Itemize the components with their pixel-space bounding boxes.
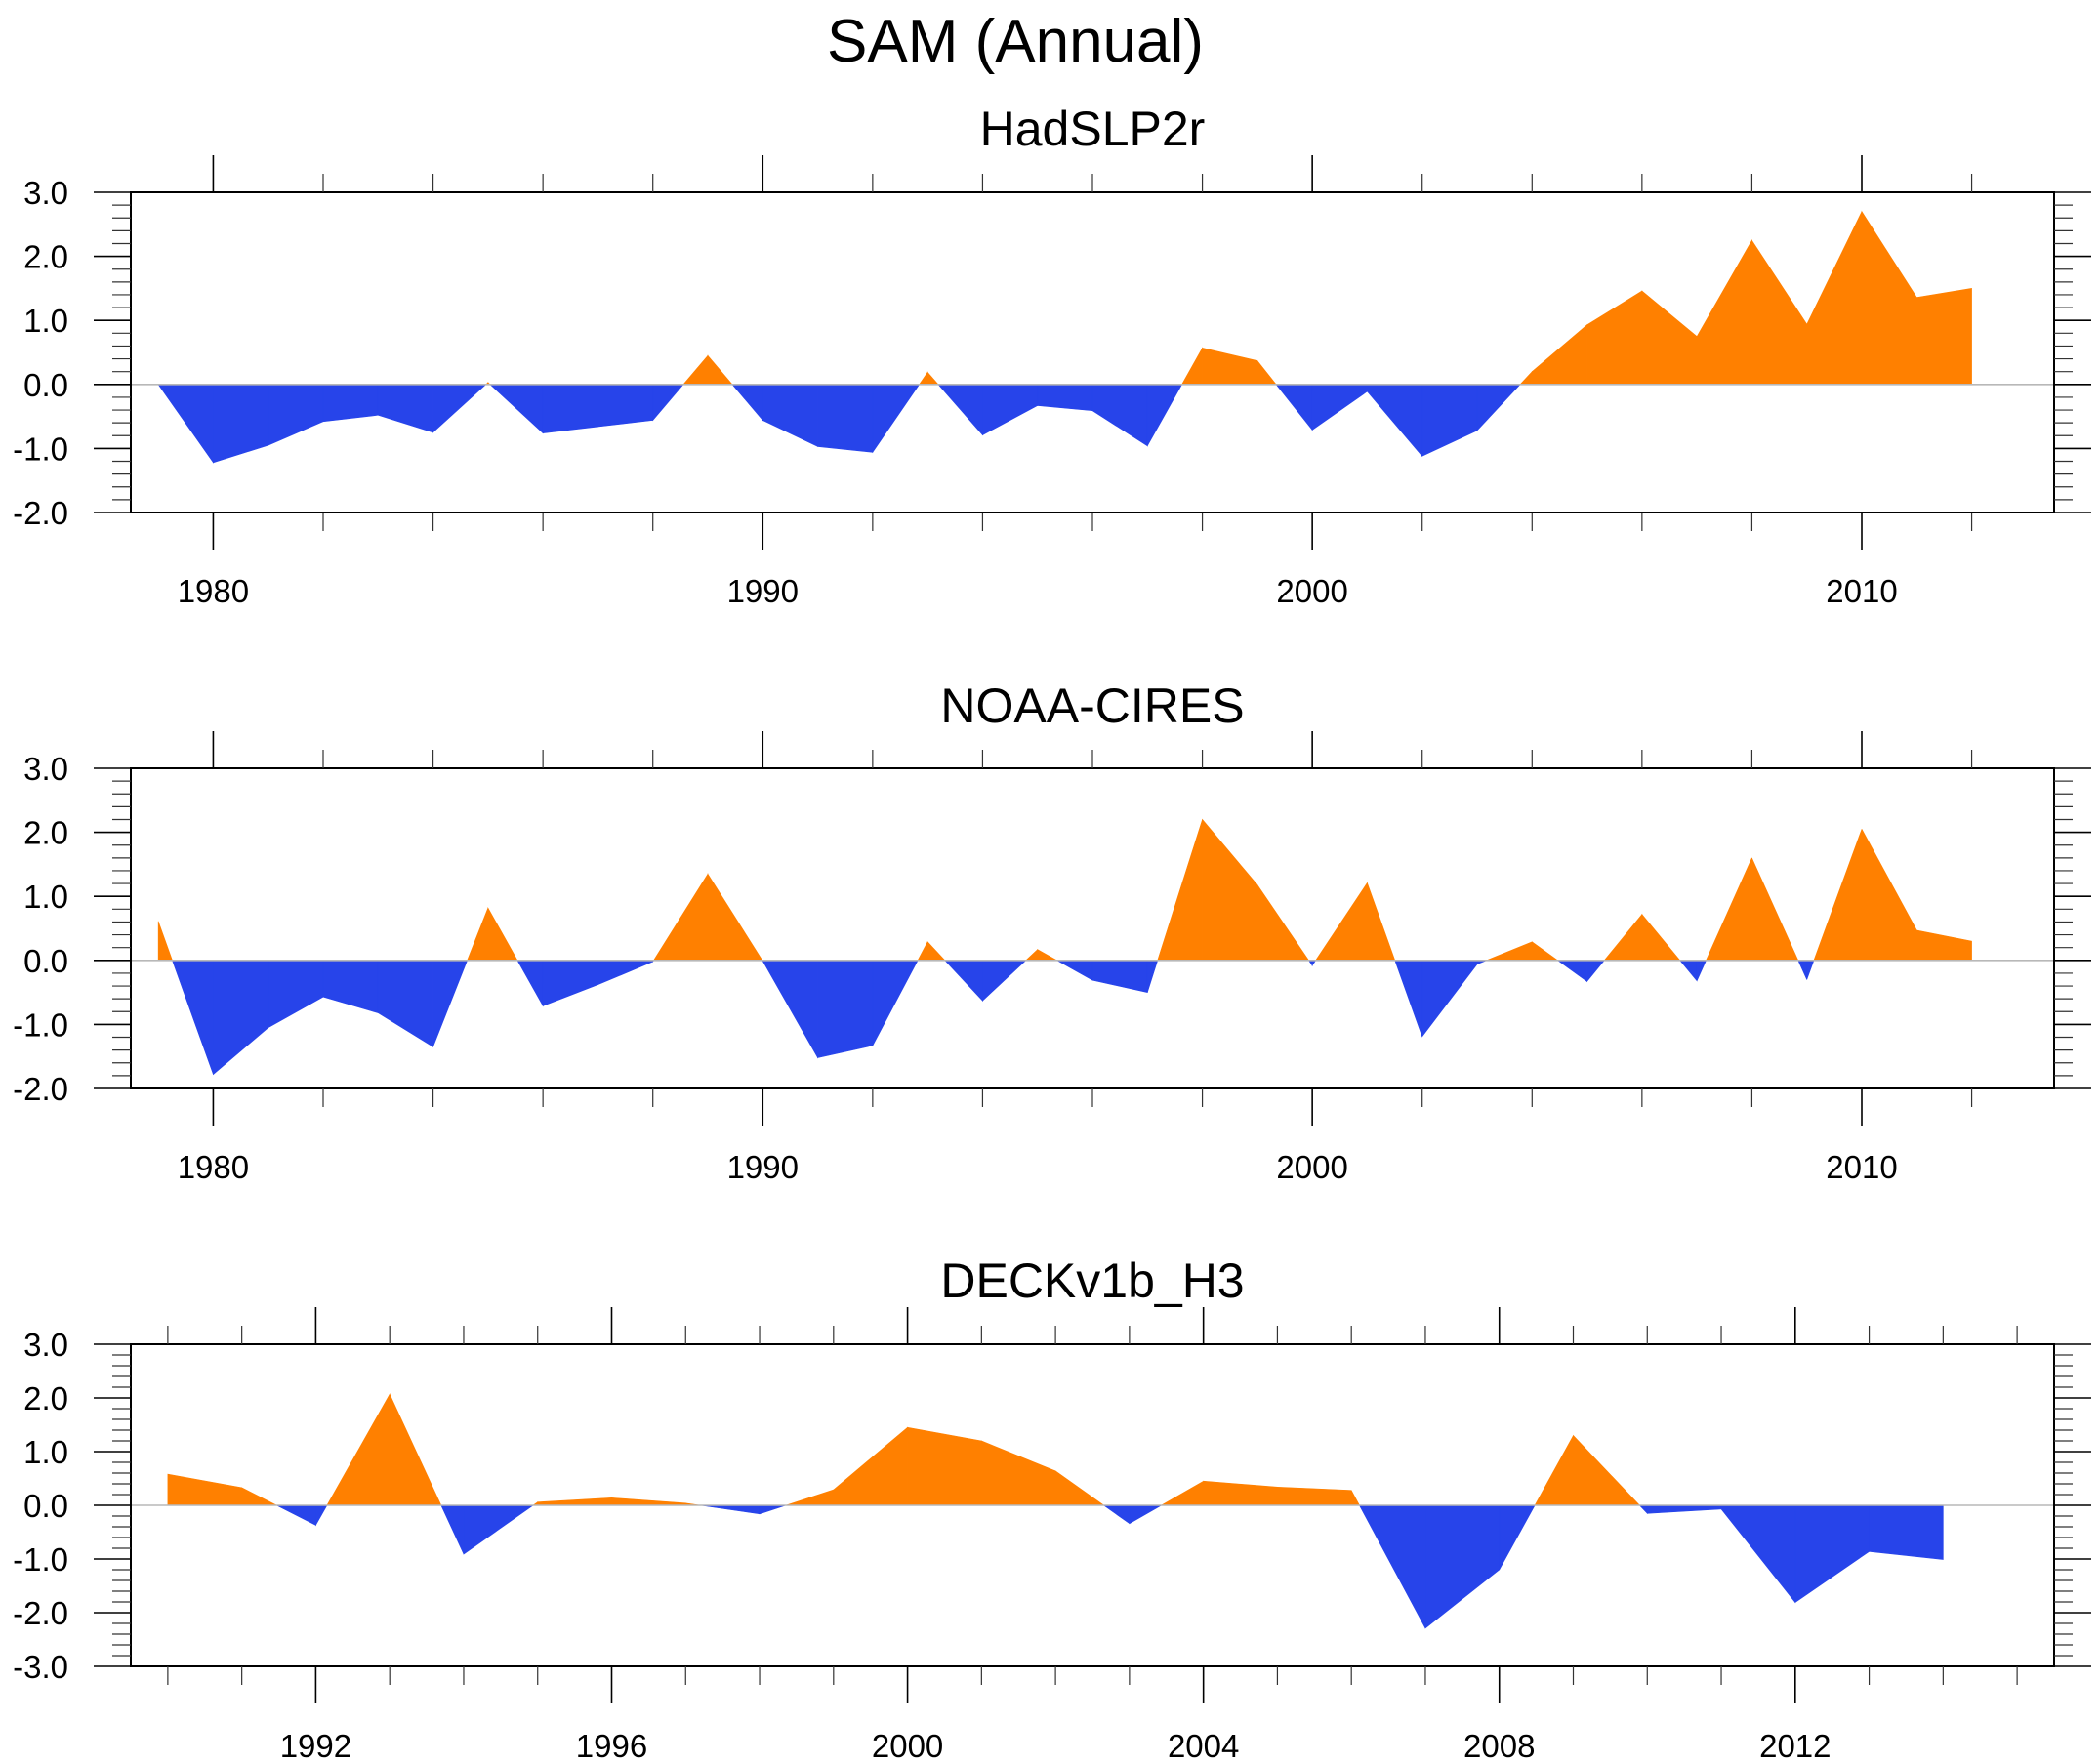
panel-title: HadSLP2r	[980, 102, 1206, 156]
negative-area	[817, 384, 874, 453]
y-tick-label: 1.0	[23, 879, 68, 915]
y-tick-label: 0.0	[23, 943, 68, 979]
y-tick-label: -2.0	[13, 495, 68, 531]
x-tick-label: 2000	[1276, 573, 1347, 609]
x-tick-label: 2000	[872, 1728, 943, 1764]
y-tick-label: -1.0	[13, 1541, 68, 1578]
negative-area	[1869, 1504, 1944, 1560]
x-tick-label: 2008	[1463, 1728, 1535, 1764]
area-fills	[167, 1393, 1944, 1629]
panel-hadslp2r: HadSLP2r 1980 1990 2000 2010 3.0 2.0 1.0 0.0 -1.…	[13, 102, 2091, 609]
y-tick-label: 3.0	[23, 751, 68, 787]
y-tick-label: 2.0	[23, 1380, 68, 1416]
positive-area	[907, 1426, 982, 1506]
x-tick-label: 1990	[727, 573, 799, 609]
positive-area	[1915, 288, 1972, 386]
x-tick-label: 2012	[1759, 1728, 1831, 1764]
x-tick-label: 2010	[1826, 1149, 1897, 1185]
panel-title: NOAA-CIRES	[940, 678, 1244, 733]
negative-area	[597, 384, 654, 428]
x-tick-label: 2000	[1276, 1149, 1347, 1185]
negative-area	[542, 384, 598, 433]
x-tick-label: 1992	[280, 1728, 351, 1764]
panel-noaa-cires: NOAA-CIRES 1980 1990 2000 2010 3.0 2.0 1.0 0.0 -…	[13, 678, 2091, 1185]
y-tick-label: -2.0	[13, 1595, 68, 1631]
figure-title: SAM (Annual)	[827, 8, 1204, 75]
x-tick-label: 2004	[1168, 1728, 1239, 1764]
x-tick-label: 2010	[1826, 573, 1897, 609]
y-tick-label: -1.0	[13, 431, 68, 467]
y-tick-label: -3.0	[13, 1649, 68, 1685]
y-tick-label: 3.0	[23, 1327, 68, 1363]
y-tick-label: 0.0	[23, 367, 68, 403]
negative-area	[817, 960, 874, 1058]
x-tick-label: 1990	[727, 1149, 799, 1185]
panel-deckv1b-h3: DECKv1b_H3 1992 1996 2000 2004 2008 2012 3.0 2.…	[13, 1253, 2091, 1764]
y-tick-label: 0.0	[23, 1488, 68, 1524]
y-tick-label: 1.0	[23, 1434, 68, 1470]
y-tick-label: 2.0	[23, 239, 68, 275]
y-tick-label: 1.0	[23, 303, 68, 339]
x-tick-label: 1980	[178, 1149, 249, 1185]
area-fills	[157, 210, 1972, 464]
x-tick-label: 1996	[576, 1728, 647, 1764]
negative-area	[322, 384, 379, 423]
positive-area	[1277, 1486, 1352, 1506]
x-tick-label: 1980	[178, 573, 249, 609]
y-tick-label: -2.0	[13, 1071, 68, 1107]
y-tick-label: 2.0	[23, 815, 68, 851]
y-tick-label: 3.0	[23, 175, 68, 211]
y-tick-label: -1.0	[13, 1006, 68, 1043]
panel-title: DECKv1b_H3	[940, 1253, 1244, 1308]
